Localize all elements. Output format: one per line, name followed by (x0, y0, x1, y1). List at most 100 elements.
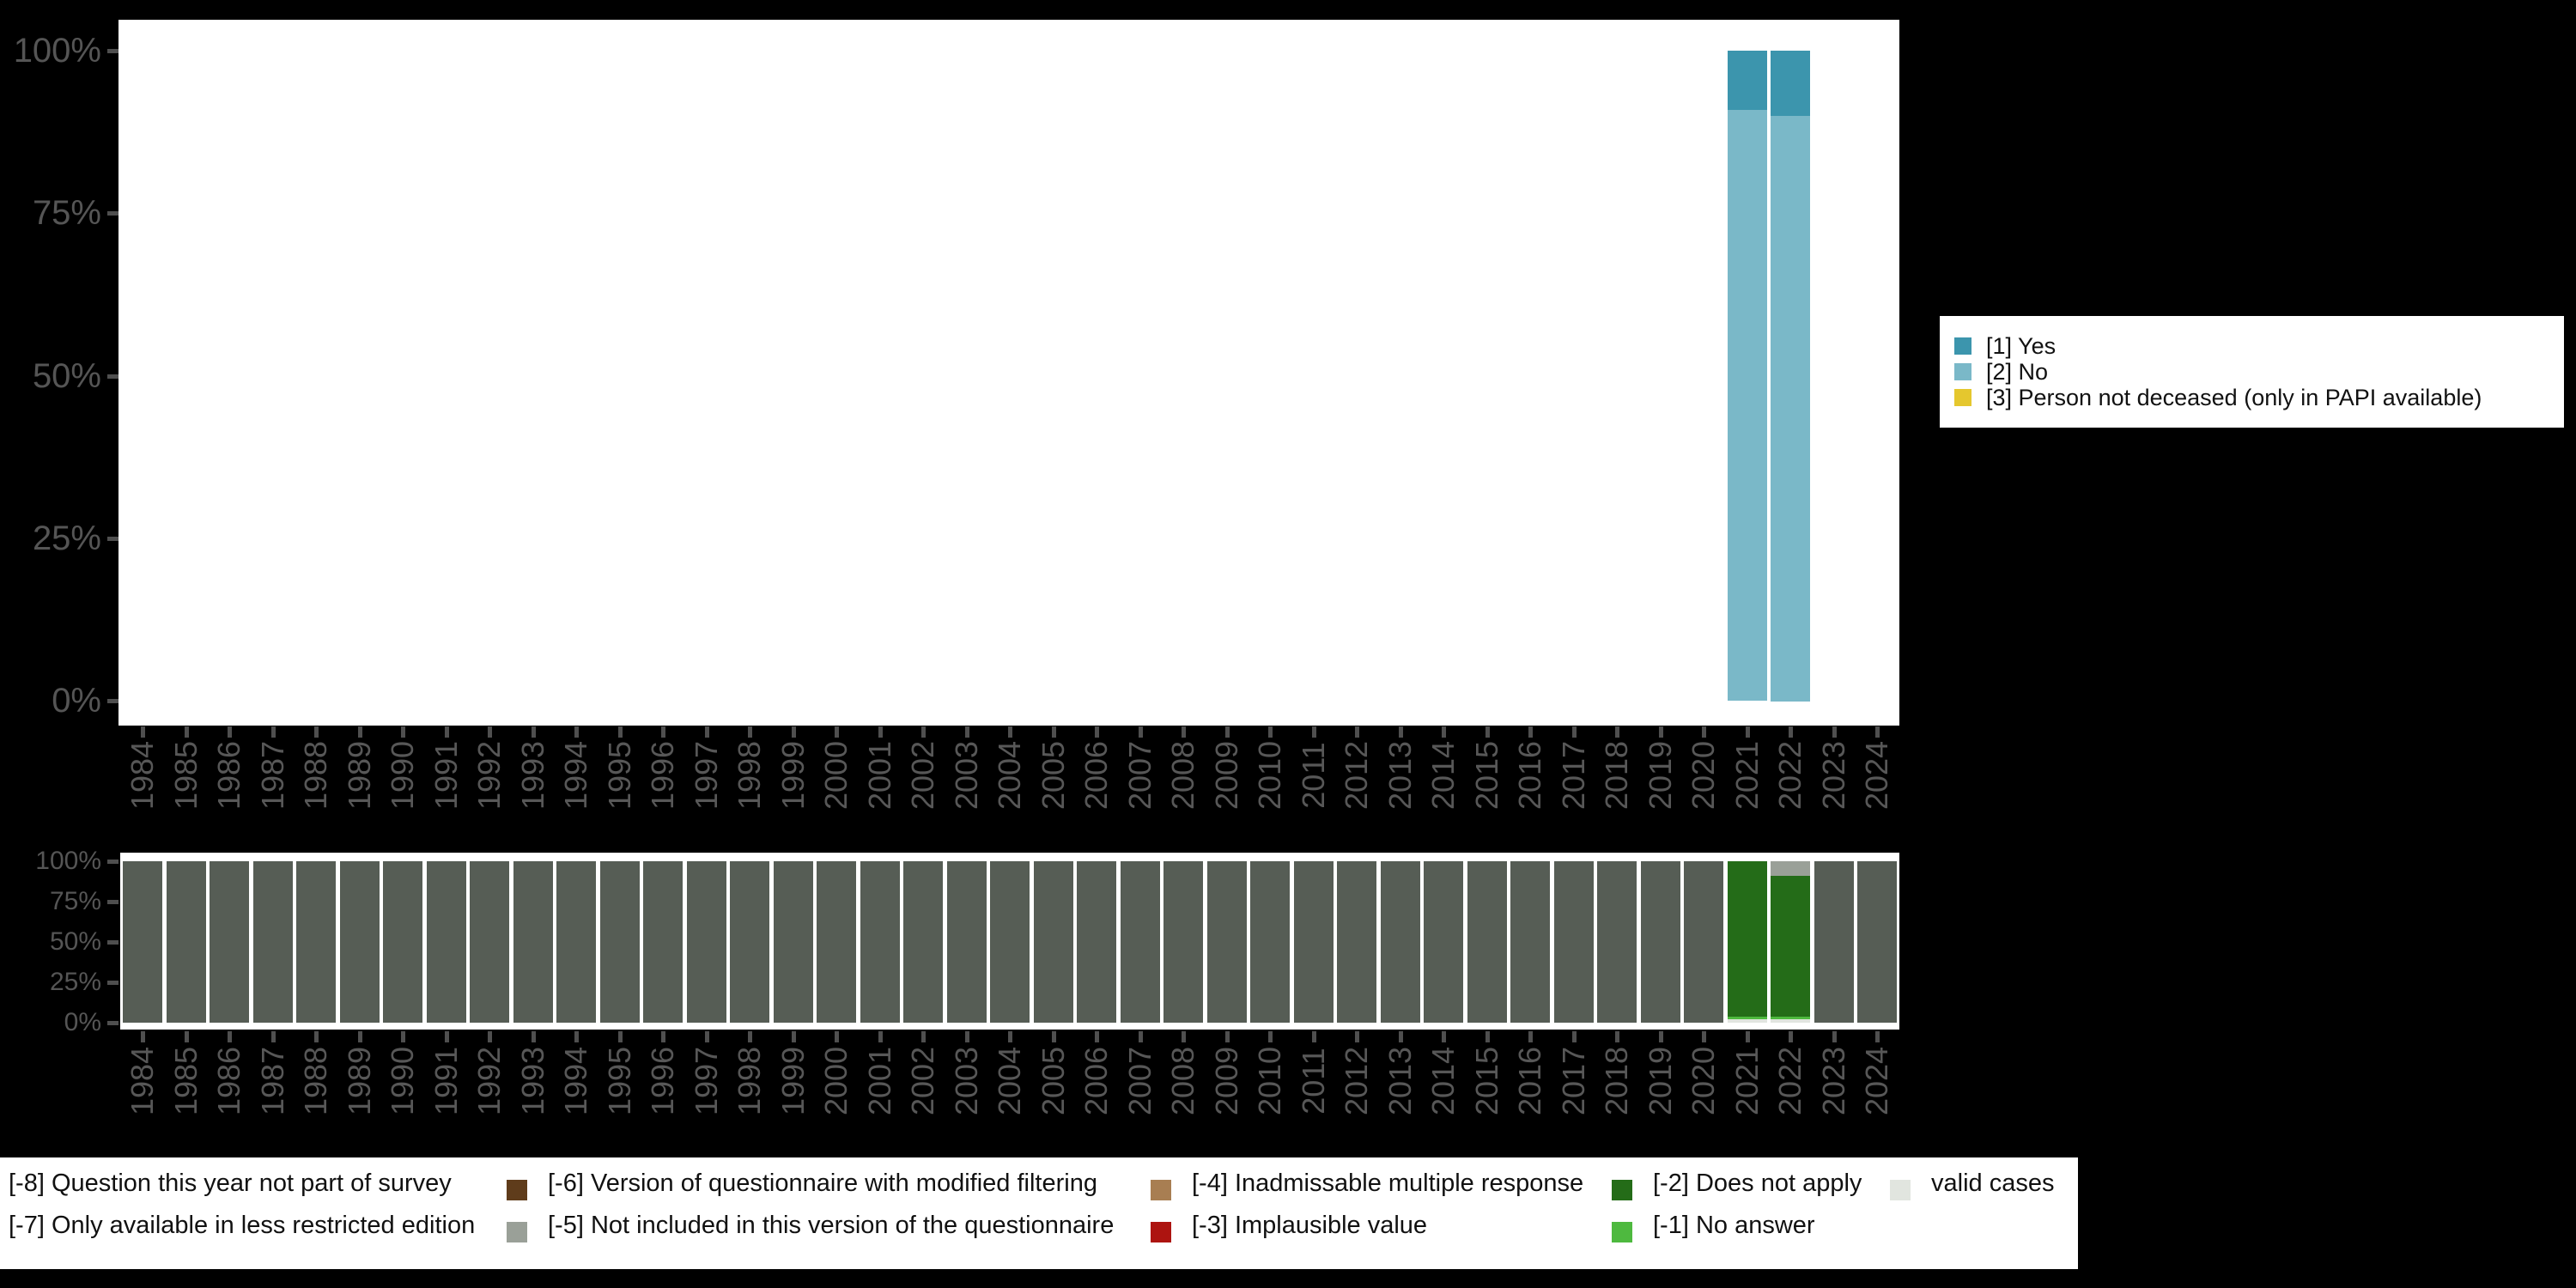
x-axis-tick (1355, 1031, 1359, 1042)
x-axis-year-label: 1991 (428, 740, 464, 811)
x-axis-year-label: 2010 (1252, 740, 1287, 811)
x-axis-year-label: 2012 (1339, 1046, 1374, 1116)
y-axis-tick-label: 25% (49, 968, 101, 996)
x-axis-tick (1659, 726, 1663, 738)
x-axis-tick (1746, 726, 1750, 738)
x-axis-year-label: 2014 (1425, 740, 1461, 811)
missing-legend-label: [-6] Version of questionnaire with modif… (548, 1170, 1097, 1197)
x-axis-year-label: 2003 (949, 740, 984, 811)
missing-legend-label: [-4] Inadmissable multiple response (1192, 1170, 1584, 1197)
x-axis-year-label: 1996 (645, 740, 680, 811)
x-axis-year-label: 2022 (1772, 1046, 1807, 1116)
x-axis-year-label: 2002 (905, 1046, 940, 1116)
legend-color-swatch (1954, 363, 1971, 380)
x-axis-tick (1442, 1031, 1446, 1042)
x-axis-tick (1182, 1031, 1186, 1042)
bar-segment-2010 (1250, 861, 1290, 1023)
x-axis-year-label: 2019 (1643, 740, 1678, 811)
top-chart-panel (118, 20, 1899, 726)
x-axis-year-label: 1994 (558, 740, 593, 811)
x-axis-year-label: 1997 (689, 740, 724, 811)
x-axis-year-label: 2006 (1078, 740, 1114, 811)
bar-segment-1985 (167, 861, 206, 1023)
response-legend: [1] Yes [2] No [3] Person not deceased (on… (1940, 316, 2564, 428)
x-axis-year-label: 2018 (1599, 740, 1634, 811)
x-axis-tick (488, 726, 492, 738)
legend-color-swatch (1954, 389, 1971, 406)
x-axis-tick (1572, 1031, 1577, 1042)
x-axis-year-label: 1992 (471, 1046, 507, 1116)
x-axis-tick (185, 1031, 189, 1042)
x-axis-tick (1095, 1031, 1099, 1042)
x-axis-year-label: 1995 (602, 1046, 637, 1116)
x-axis-year-label: 1996 (645, 1046, 680, 1116)
bar-segment-1996 (643, 861, 683, 1023)
x-axis-tick (1528, 726, 1533, 738)
missing-legend-label: [-5] Not included in this version of the… (548, 1212, 1115, 1239)
x-axis-year-label: 2013 (1382, 1046, 1418, 1116)
x-axis-year-label: 2007 (1122, 740, 1157, 811)
x-axis-tick (705, 726, 709, 738)
bar-segment-1987 (253, 861, 293, 1023)
bar-segment-2009 (1207, 861, 1247, 1023)
bar-segment-2021 (1728, 109, 1767, 701)
x-axis-tick (574, 1031, 579, 1042)
x-axis-tick (1225, 726, 1230, 738)
x-axis-year-label: 1993 (515, 740, 550, 811)
bar-segment-2006 (1077, 861, 1116, 1023)
y-axis-tick (107, 1021, 118, 1025)
bar-segment-1994 (556, 861, 596, 1023)
x-axis-year-label: 1987 (255, 740, 290, 811)
x-axis-tick (358, 726, 362, 738)
x-axis-tick (228, 726, 232, 738)
x-axis-tick (1139, 1031, 1143, 1042)
x-axis-year-label: 2006 (1078, 1046, 1114, 1116)
missing-legend-label: [-8] Question this year not part of surv… (9, 1170, 452, 1197)
x-axis-tick (1268, 726, 1273, 738)
x-axis-tick (1399, 1031, 1403, 1042)
x-axis-year-label: 1988 (298, 740, 333, 811)
x-axis-year-label: 2004 (992, 1046, 1027, 1116)
legend-color-swatch (1954, 337, 1971, 355)
x-axis-tick (185, 726, 189, 738)
bar-segment-2003 (947, 861, 987, 1023)
y-axis-tick (107, 211, 118, 216)
x-axis-year-label: 2008 (1165, 1046, 1200, 1116)
x-axis-tick (661, 1031, 665, 1042)
x-axis-year-label: 2024 (1859, 1046, 1894, 1116)
bar-segment-2011 (1294, 861, 1334, 1023)
x-axis-year-label: 1984 (125, 1046, 160, 1116)
x-axis-tick (445, 1031, 449, 1042)
bar-segment-2021 (1728, 861, 1767, 1017)
missing-legend-swatch (1151, 1180, 1171, 1200)
x-axis-year-label: 2009 (1209, 740, 1244, 811)
bar-segment-2022 (1771, 51, 1810, 116)
x-axis-tick (1485, 1031, 1490, 1042)
x-axis-tick (1875, 726, 1880, 738)
x-axis-year-label: 2017 (1556, 740, 1591, 811)
x-axis-year-label: 2021 (1729, 1046, 1765, 1116)
bar-segment-2005 (1034, 861, 1073, 1023)
bar-segment-2015 (1467, 861, 1507, 1023)
x-axis-year-label: 2009 (1209, 1046, 1244, 1116)
x-axis-tick (1312, 1031, 1316, 1042)
y-axis-tick-label: 75% (32, 194, 101, 232)
x-axis-year-label: 2001 (862, 1046, 897, 1116)
x-axis-tick (705, 1031, 709, 1042)
x-axis-year-label: 2020 (1686, 1046, 1721, 1116)
x-axis-tick (921, 726, 926, 738)
x-axis-tick (401, 1031, 405, 1042)
legend-entry: [3] Person not deceased (only in PAPI av… (1940, 385, 2482, 410)
bar-segment-2000 (817, 861, 856, 1023)
x-axis-year-label: 1999 (775, 740, 811, 811)
bar-segment-2017 (1554, 861, 1594, 1023)
x-axis-tick (445, 726, 449, 738)
x-axis-year-label: 2008 (1165, 740, 1200, 811)
x-axis-tick (314, 1031, 319, 1042)
legend-entry-label: [1] Yes (1986, 332, 2057, 359)
x-axis-year-label: 2004 (992, 740, 1027, 811)
x-axis-year-label: 2010 (1252, 1046, 1287, 1116)
bar-segment-1988 (296, 861, 336, 1023)
x-axis-tick (532, 1031, 536, 1042)
